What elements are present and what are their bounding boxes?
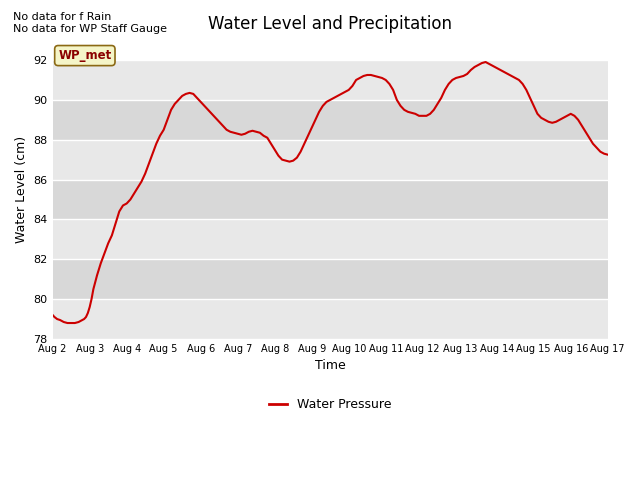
Text: No data for WP Staff Gauge: No data for WP Staff Gauge xyxy=(13,24,167,34)
Bar xyxy=(52,180,608,219)
Bar xyxy=(52,299,608,339)
Text: No data for f Rain: No data for f Rain xyxy=(13,12,111,22)
Text: WP_met: WP_met xyxy=(58,49,111,62)
Bar xyxy=(52,259,608,299)
Legend: Water Pressure: Water Pressure xyxy=(264,394,397,416)
X-axis label: Time: Time xyxy=(315,360,346,372)
Bar xyxy=(52,100,608,140)
Bar xyxy=(52,219,608,259)
Bar xyxy=(52,60,608,100)
Y-axis label: Water Level (cm): Water Level (cm) xyxy=(15,136,28,243)
Bar xyxy=(52,140,608,180)
Title: Water Level and Precipitation: Water Level and Precipitation xyxy=(208,15,452,33)
